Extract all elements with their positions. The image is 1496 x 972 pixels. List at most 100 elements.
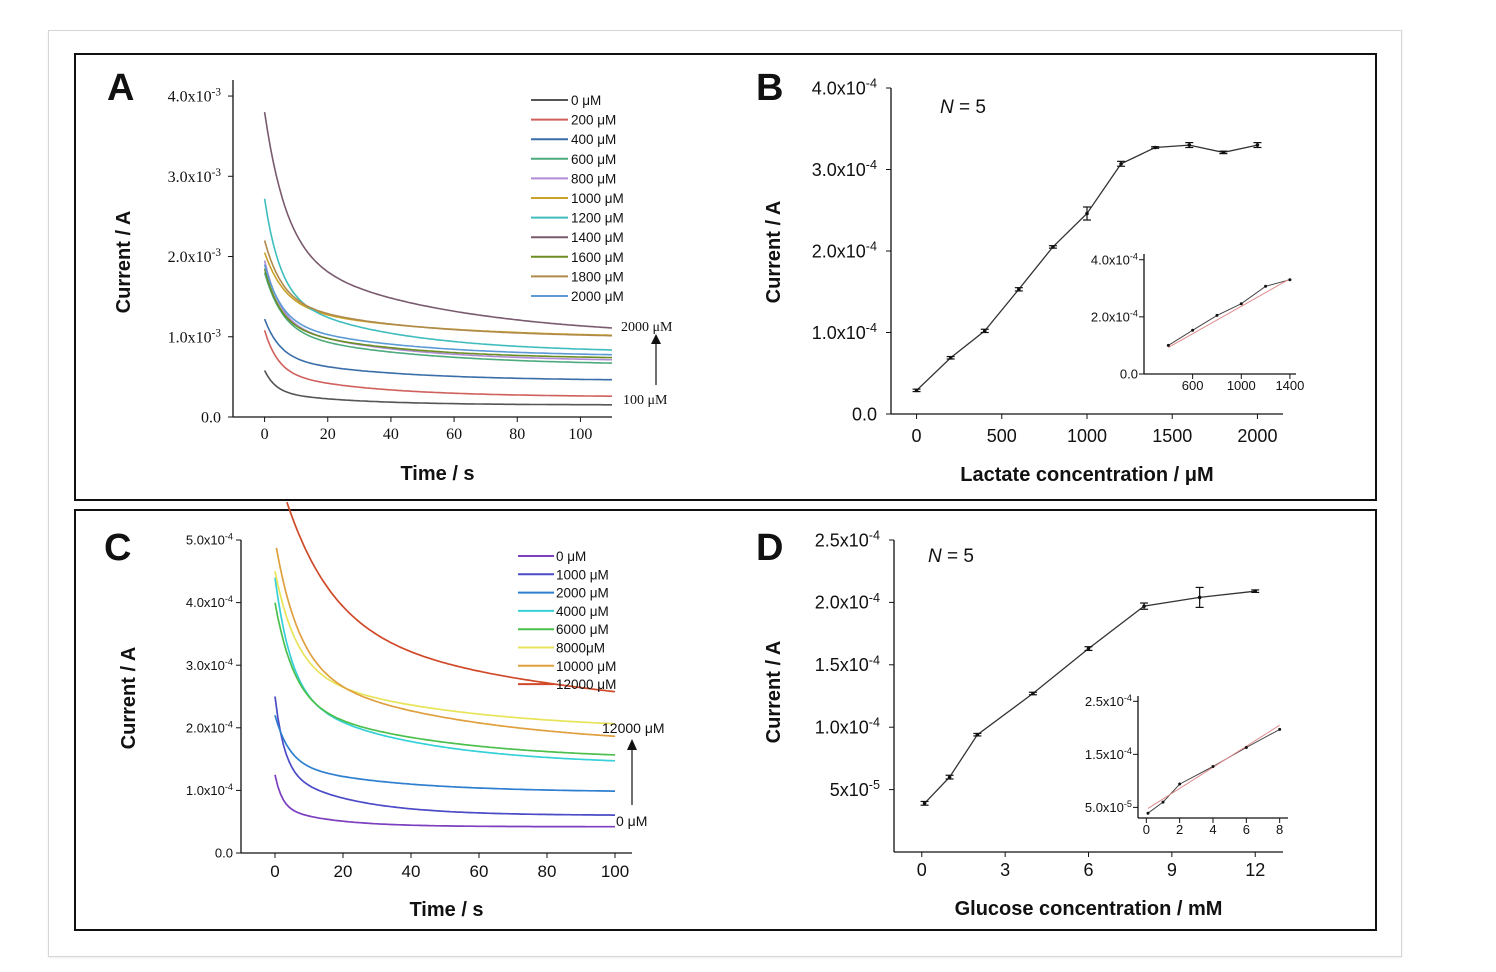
panel-a-xtick-label: 100 (568, 426, 592, 443)
panel-c-legend-label: 8000μM (556, 641, 605, 656)
panel-c-ytick-label: 3.0x10-4 (186, 657, 233, 673)
panel-a-legend-label: 1000 μM (571, 191, 624, 206)
panel-a-legend-label: 200 μM (571, 113, 616, 128)
panel-b-data-line (916, 144, 1258, 391)
panel-d-data-line (924, 590, 1256, 804)
panel-a-legend-label: 2000 μM (571, 289, 624, 304)
panel-a-series-line (263, 240, 612, 337)
panel-b-xtick-label: 500 (987, 426, 1017, 446)
panel-d-ytick-label: 2.0x10-4 (815, 591, 880, 613)
panel-a-legend-label: 1800 μM (571, 269, 624, 284)
panel-b-data-point (982, 329, 987, 333)
panel-c-arrow-bottom-label: 0 μM (616, 813, 647, 829)
panel-b-ytick-label: 1.0x10-4 (812, 321, 877, 343)
panel-d-data-point (1197, 595, 1202, 600)
panel-c-series-line (286, 501, 616, 693)
panel-b-xtick-label: 2000 (1237, 426, 1277, 446)
panel-c-xtick-label: 60 (470, 862, 489, 881)
panel-b-inset-point (1191, 328, 1195, 332)
panel-b-inset-point (1239, 302, 1243, 306)
panel-d-ytick-label: 5x10-5 (830, 778, 880, 800)
panel-c-legend-label: 0 μM (556, 549, 586, 564)
panel-d-xtick-label: 0 (917, 860, 927, 880)
panel-b-ytick-label: 3.0x10-4 (812, 158, 877, 180)
panel-c-ytick-label: 2.0x10-4 (186, 719, 233, 735)
panel-a-arrow-head (651, 334, 661, 344)
panel-a-series-line (263, 318, 612, 381)
panel-c-xtick-label: 100 (601, 862, 629, 881)
top-panel-frame (74, 53, 1377, 501)
panel-b-inset-ytick-label: 0.0 (1120, 367, 1138, 382)
panel-b-ytick-label: 0.0 (852, 404, 877, 424)
panel-b-inset-point (1288, 278, 1292, 282)
panel-d-xtick-label: 12 (1245, 860, 1265, 880)
panel-d-inset-point (1278, 727, 1282, 731)
panel-d-data-point (975, 732, 980, 737)
panel-a-xtick-label: 20 (320, 426, 336, 443)
panel-a-legend-label: 1400 μM (571, 230, 624, 245)
panel-b-ytick-label: 2.0x10-4 (812, 239, 877, 261)
panel-c-x-label: Time / s (409, 899, 483, 921)
panel-a-xtick-label: 40 (383, 426, 399, 443)
panel-b-inset-point (1264, 284, 1268, 288)
panel-a-series-line (263, 111, 613, 329)
panel-a-series-line (263, 370, 612, 406)
panel-d-inset-xtick-label: 6 (1243, 822, 1250, 837)
panel-a-ytick-label: 0.0 (201, 410, 221, 427)
panel-b-data-point (1153, 145, 1157, 150)
panel-c-series-line (274, 715, 615, 792)
panel-b-y-label: Current / A (763, 201, 785, 304)
panel-d-inset-ytick-label: 1.5x10-4 (1085, 746, 1132, 762)
panel-c-series-line (274, 774, 615, 828)
panel-a-xtick-label: 60 (446, 426, 462, 443)
panel-b-annotation: N = 5 (940, 97, 986, 118)
panel-letter-c: C (104, 527, 131, 569)
panel-d-inset-xtick-label: 4 (1209, 822, 1216, 837)
panel-a-series-line (263, 272, 612, 364)
panel-c-ytick-label: 1.0x10-4 (186, 782, 233, 798)
panel-letter-b: B (756, 67, 783, 109)
panel-c-series-line (274, 571, 616, 725)
panel-a-series-line (263, 268, 613, 359)
panel-d-inset-ytick-label: 5.0x10-5 (1085, 799, 1132, 815)
panel-b-data-point (1255, 143, 1260, 147)
panel-c-legend-label: 2000 μM (556, 586, 609, 601)
panel-d-ytick-label: 1.5x10-4 (815, 653, 880, 675)
panel-d-inset-line (1147, 728, 1280, 814)
panel-d-inset-xtick-label: 8 (1276, 822, 1283, 837)
panel-d-data-point (1031, 691, 1035, 696)
panel-d-inset-point (1146, 811, 1150, 815)
panel-b-data-point (1085, 211, 1089, 216)
panel-d-xtick-label: 6 (1083, 860, 1093, 880)
panel-d-inset-point (1178, 782, 1182, 786)
panel-b-inset-xtick-label: 1000 (1227, 378, 1256, 393)
panel-b-inset-point (1166, 343, 1170, 347)
panel-a-xtick-label: 0 (261, 426, 269, 443)
panel-d-ytick-label: 1.0x10-4 (815, 716, 880, 738)
panel-a-legend-label: 0 μM (571, 93, 601, 108)
panel-d-inset-xtick-label: 0 (1143, 822, 1150, 837)
panel-c-ytick-label: 4.0x10-4 (186, 594, 233, 610)
panel-c-legend-label: 10000 μM (556, 659, 616, 674)
panel-a-arrow-top-label: 2000 μM (621, 320, 673, 335)
panel-c-series-line (274, 577, 616, 762)
panel-d-annotation: N = 5 (928, 546, 974, 567)
panel-b-data-point (1017, 287, 1021, 292)
panel-d-xtick-label: 9 (1167, 860, 1177, 880)
panel-d-data-point (1086, 646, 1091, 651)
panel-a-legend-label: 800 μM (571, 171, 616, 186)
panel-b-xtick-label: 1500 (1152, 426, 1192, 446)
panel-a-ytick-label: 3.0x10-3 (168, 167, 222, 186)
panel-d-data-point (922, 801, 927, 806)
panel-b-data-point (1221, 150, 1226, 155)
panel-d-inset-point (1244, 745, 1248, 749)
panel-d-data-point (947, 775, 952, 779)
panel-c-series-line (275, 547, 616, 738)
panel-d-x-label: Glucose concentration / mM (955, 898, 1223, 920)
panel-letter-a: A (107, 67, 134, 109)
panel-a-x-label: Time / s (400, 463, 474, 485)
panel-b-data-point (1119, 161, 1123, 166)
panel-a-series-line (263, 252, 613, 337)
panel-a-legend-label: 600 μM (571, 152, 616, 167)
panel-a-ytick-label: 2.0x10-3 (168, 247, 222, 266)
